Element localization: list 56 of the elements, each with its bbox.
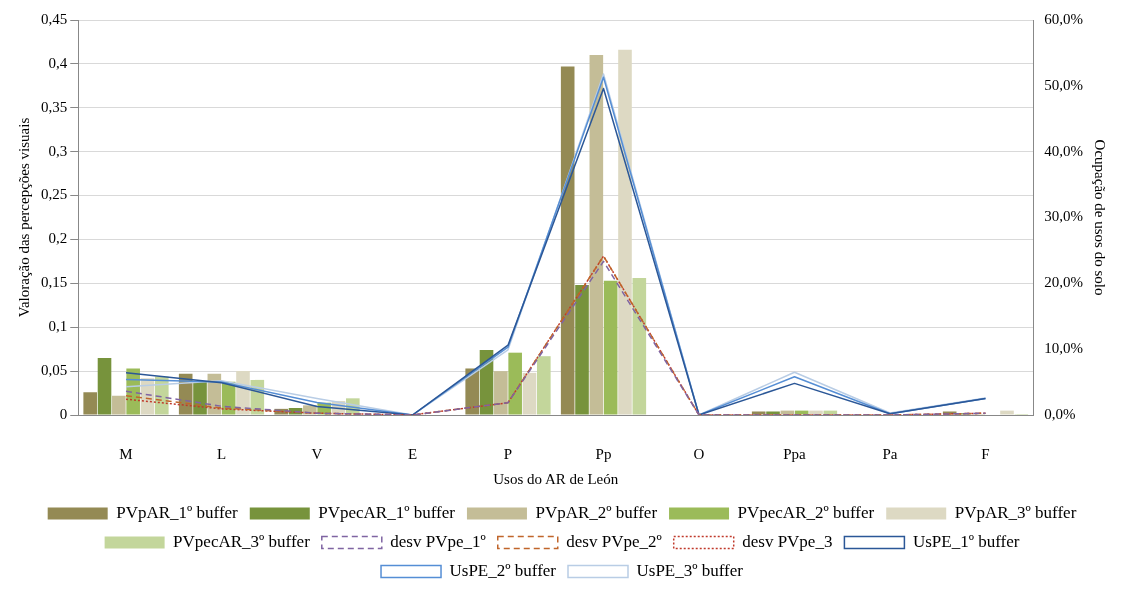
legend-label: UsPE_1º buffer [912, 531, 1020, 551]
bar [603, 280, 618, 415]
y-tick-label: 0,35 [41, 98, 68, 115]
bar [560, 66, 575, 415]
bar [1000, 410, 1014, 415]
y-tick-label: 0,2 [48, 230, 68, 247]
x-tick-label: M [119, 445, 133, 462]
legend-label: PVpAR_3º buffer [954, 502, 1077, 522]
y-axis-title: Valoração das percepções visuais [15, 117, 32, 318]
legend-label: PVpAR_1º buffer [116, 502, 239, 522]
x-tick-label: F [981, 445, 990, 462]
x-axis-title: Usos do AR de León [493, 470, 619, 487]
legend-label: PVpecAR_1º buffer [318, 502, 456, 522]
x-tick-label: V [311, 445, 323, 462]
bar [618, 49, 632, 415]
legend-label: desv PVpe_2º [566, 531, 662, 551]
x-tick-label: P [503, 445, 513, 462]
legend-label: PVpecAR_3º buffer [173, 531, 311, 551]
legend-label: PVpecAR_2º buffer [737, 502, 875, 522]
bar [537, 356, 551, 415]
bar [522, 372, 537, 415]
y2-tick-label: 20,0% [1044, 274, 1083, 291]
legend-label: UsPE_3º buffer [636, 560, 744, 580]
x-tick-label: Ppa [783, 445, 807, 462]
y2-tick-label: 10,0% [1044, 340, 1083, 357]
y-tick-label: 0,1 [48, 318, 68, 335]
y2-tick-label: 60,0% [1044, 10, 1083, 27]
bar [112, 395, 126, 415]
bar [83, 392, 97, 415]
bar [632, 278, 647, 415]
y-tick-label: 0,05 [41, 362, 68, 379]
x-tick-label: O [693, 445, 705, 462]
y-tick-label: 0,45 [41, 10, 68, 27]
y2-axis-title: Ocupação de usos do solo [1092, 139, 1109, 296]
bar [494, 371, 508, 415]
legend-label: desv PVpe_1º [390, 531, 486, 551]
y2-tick-label: 40,0% [1044, 142, 1083, 159]
x-tick-label: Pa [882, 445, 898, 462]
y-tick-label: 0 [59, 405, 68, 422]
x-tick-label: Pp [595, 445, 612, 462]
y-tick-label: 0,3 [48, 142, 68, 159]
x-tick-label: L [216, 445, 227, 462]
legend-label: desv PVpe_3 [742, 531, 833, 551]
y-tick-label: 0,25 [41, 186, 68, 203]
legend-label: UsPE_2º buffer [449, 560, 557, 580]
y2-tick-label: 0,0% [1044, 405, 1076, 422]
bar [575, 285, 589, 415]
legend-label: PVpAR_2º buffer [535, 502, 658, 522]
bar [97, 357, 112, 415]
bar [589, 55, 604, 415]
y-tick-label: 0,4 [48, 54, 68, 71]
y2-tick-label: 50,0% [1044, 76, 1083, 93]
bar [508, 352, 522, 415]
y-tick-label: 0,15 [41, 274, 68, 291]
x-tick-label: E [407, 445, 418, 462]
y2-tick-label: 30,0% [1044, 208, 1083, 225]
